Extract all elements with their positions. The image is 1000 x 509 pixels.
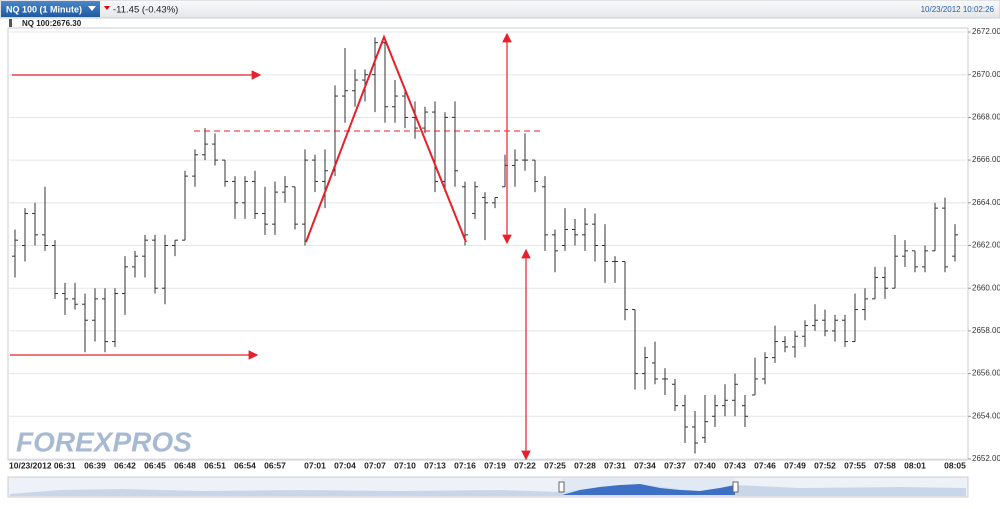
- y-tick-label: 2672.00: [972, 27, 1000, 36]
- watermark: FOREXPROS: [16, 426, 192, 457]
- x-tick-label: 06:57: [264, 460, 286, 470]
- x-tick-label: 07:07: [364, 460, 386, 470]
- x-tick-label: 08:01: [904, 460, 926, 470]
- subtitle: NQ 100:2676.30: [22, 19, 82, 28]
- y-tick-label: 2662.00: [972, 241, 1000, 250]
- x-tick-label: 10/23/2012 06:31: [9, 460, 76, 470]
- x-tick-label: 07:55: [844, 460, 866, 470]
- x-tick-label: 07:40: [694, 460, 716, 470]
- price-change: -11.45 (-0.43%): [113, 5, 178, 16]
- x-tick-label: 06:51: [204, 460, 226, 470]
- timestamp: 10/23/2012 10:02:26: [921, 5, 995, 14]
- x-tick-label: 07:04: [334, 460, 356, 470]
- x-tick-label: 07:34: [634, 460, 656, 470]
- y-tick-label: 2658.00: [972, 326, 1000, 335]
- y-tick-label: 2670.00: [972, 70, 1000, 79]
- x-tick-label: 07:01: [304, 460, 326, 470]
- y-tick-label: 2654.00: [972, 411, 1000, 420]
- x-tick-label: 08:05: [944, 460, 966, 470]
- y-tick-label: 2666.00: [972, 155, 1000, 164]
- x-axis: 10/23/2012 06:31 06:39 06:42 06:45 06:48 06:5…: [9, 460, 966, 470]
- chart-title: NQ 100 (1 Minute): [6, 4, 82, 14]
- x-tick-label: 06:39: [84, 460, 106, 470]
- navigator-handle[interactable]: [558, 481, 565, 493]
- x-tick-label: 07:25: [544, 460, 566, 470]
- x-tick-label: 07:46: [754, 460, 776, 470]
- x-tick-label: 07:49: [784, 460, 806, 470]
- x-tick-label: 07:28: [574, 460, 596, 470]
- y-tick-label: 2660.00: [972, 283, 1000, 292]
- y-tick-label: 2664.00: [972, 198, 1000, 207]
- x-tick-label: 07:43: [724, 460, 746, 470]
- bars: [12, 37, 958, 454]
- x-tick-label: 07:52: [814, 460, 836, 470]
- y-tick-label: 2656.00: [972, 369, 1000, 378]
- plot-frame: [7, 27, 969, 461]
- x-tick-label: 07:58: [874, 460, 896, 470]
- x-tick-label: 07:31: [604, 460, 626, 470]
- x-tick-label: 07:22: [514, 460, 536, 470]
- x-tick-label: 06:42: [114, 460, 136, 470]
- x-tick-label: 06:54: [234, 460, 256, 470]
- down-triangle: [104, 6, 110, 10]
- header-bar: [0, 0, 1000, 19]
- symbol-tab[interactable]: [1, 1, 100, 17]
- navigator-selection: [562, 484, 735, 495]
- x-tick-label: 07:16: [454, 460, 476, 470]
- y-tick-label: 2668.00: [972, 113, 1000, 122]
- x-tick-label: 07:13: [424, 460, 446, 470]
- annotations: [10, 32, 542, 461]
- x-tick-label: 07:10: [394, 460, 416, 470]
- tab-dropdown[interactable]: [88, 6, 96, 11]
- x-tick-label: 07:37: [664, 460, 686, 470]
- x-tick-label: 06:48: [174, 460, 196, 470]
- y-tick-label: 2652.00: [972, 454, 1000, 463]
- x-tick-label: 06:45: [144, 460, 166, 470]
- pattern-line: [305, 34, 467, 243]
- grid: [8, 31, 971, 460]
- indicator-icon: [9, 19, 12, 27]
- navigator-handle[interactable]: [732, 481, 739, 493]
- x-tick-label: 07:19: [484, 460, 506, 470]
